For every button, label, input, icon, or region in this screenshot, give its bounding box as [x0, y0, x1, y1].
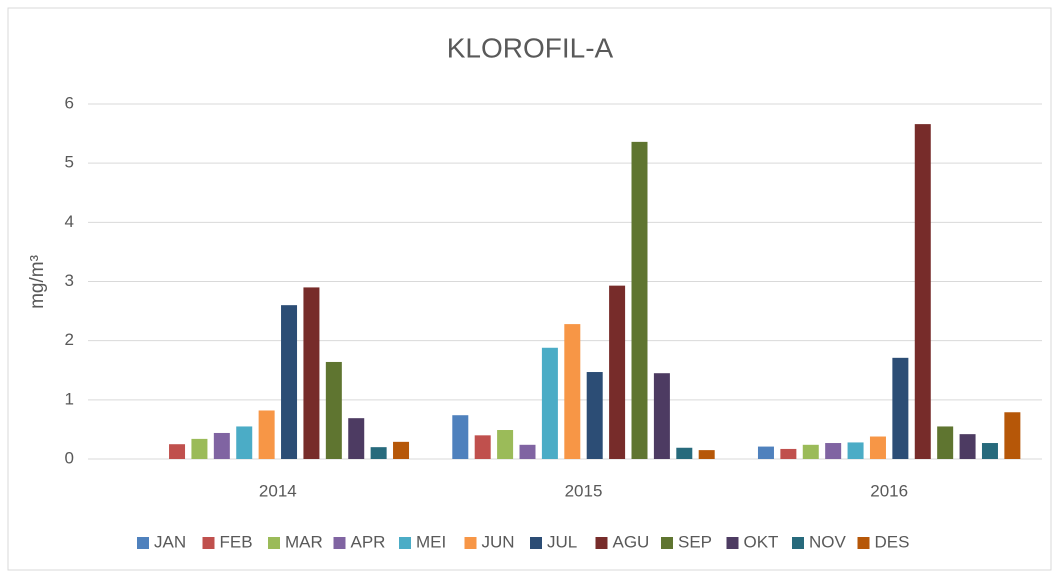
bar [169, 444, 186, 459]
legend-label: MEI [416, 532, 446, 551]
legend-swatch [530, 537, 542, 549]
x-tick-label: 2015 [565, 481, 603, 500]
bar [474, 435, 491, 459]
legend-swatch [268, 537, 280, 549]
bar [937, 426, 954, 459]
legend-label: MAR [285, 532, 323, 551]
bar [281, 305, 298, 459]
bar [564, 324, 581, 459]
bar [452, 415, 469, 459]
bar [236, 426, 253, 459]
y-tick-label: 4 [65, 212, 74, 231]
bar [497, 430, 514, 459]
bar [1004, 412, 1021, 459]
bar [303, 287, 320, 459]
y-tick-label: 3 [65, 271, 74, 290]
chart-title: KLOROFIL-A [447, 32, 614, 63]
legend-swatch [399, 537, 411, 549]
legend-swatch [857, 537, 870, 549]
x-tick-label: 2014 [259, 481, 297, 500]
y-tick-label: 1 [65, 389, 74, 408]
bar [325, 361, 342, 459]
y-tick-label: 0 [65, 448, 74, 467]
legend-label: NOV [809, 532, 847, 551]
y-axis-label: mg/m³ [27, 255, 48, 309]
legend-swatch [595, 537, 608, 549]
y-tick-label: 6 [65, 93, 74, 112]
legend-label: JUL [547, 532, 577, 551]
legend-label: OKT [744, 532, 779, 551]
legend-swatch [137, 537, 149, 549]
legend-label: APR [351, 532, 386, 551]
x-tick-label: 2016 [870, 481, 908, 500]
legend-swatch [202, 537, 215, 549]
bar [348, 418, 365, 459]
bar [825, 443, 842, 459]
bar [393, 441, 410, 459]
bar [653, 373, 670, 459]
legend-label: AGU [613, 532, 650, 551]
legend-label: FEB [220, 532, 253, 551]
legend-swatch [661, 537, 673, 549]
bar [959, 434, 976, 459]
bar [847, 442, 864, 459]
bar [213, 432, 230, 459]
chart-border [7, 7, 1052, 571]
bar [191, 438, 208, 459]
bar [914, 124, 931, 459]
bar [258, 410, 275, 459]
bar [586, 372, 603, 459]
legend-swatch [464, 537, 477, 549]
legend-label: SEP [678, 532, 712, 551]
bar [869, 436, 886, 459]
bar [609, 285, 626, 459]
legend-label: JAN [154, 532, 186, 551]
bar [631, 141, 648, 459]
bar [802, 444, 819, 459]
bar [981, 443, 998, 459]
bar [892, 357, 909, 459]
legend-swatch [726, 537, 739, 549]
y-tick-label: 2 [65, 330, 74, 349]
legend-swatch [333, 537, 346, 549]
legend-swatch [792, 537, 804, 549]
bar [757, 446, 774, 459]
bar [370, 447, 387, 459]
legend-label: JUN [482, 532, 515, 551]
bar [676, 447, 693, 459]
bar [698, 450, 715, 459]
legend-label: DES [875, 532, 910, 551]
bar [519, 444, 536, 459]
bar [541, 347, 558, 459]
y-tick-label: 5 [65, 153, 74, 172]
bar [780, 448, 797, 459]
